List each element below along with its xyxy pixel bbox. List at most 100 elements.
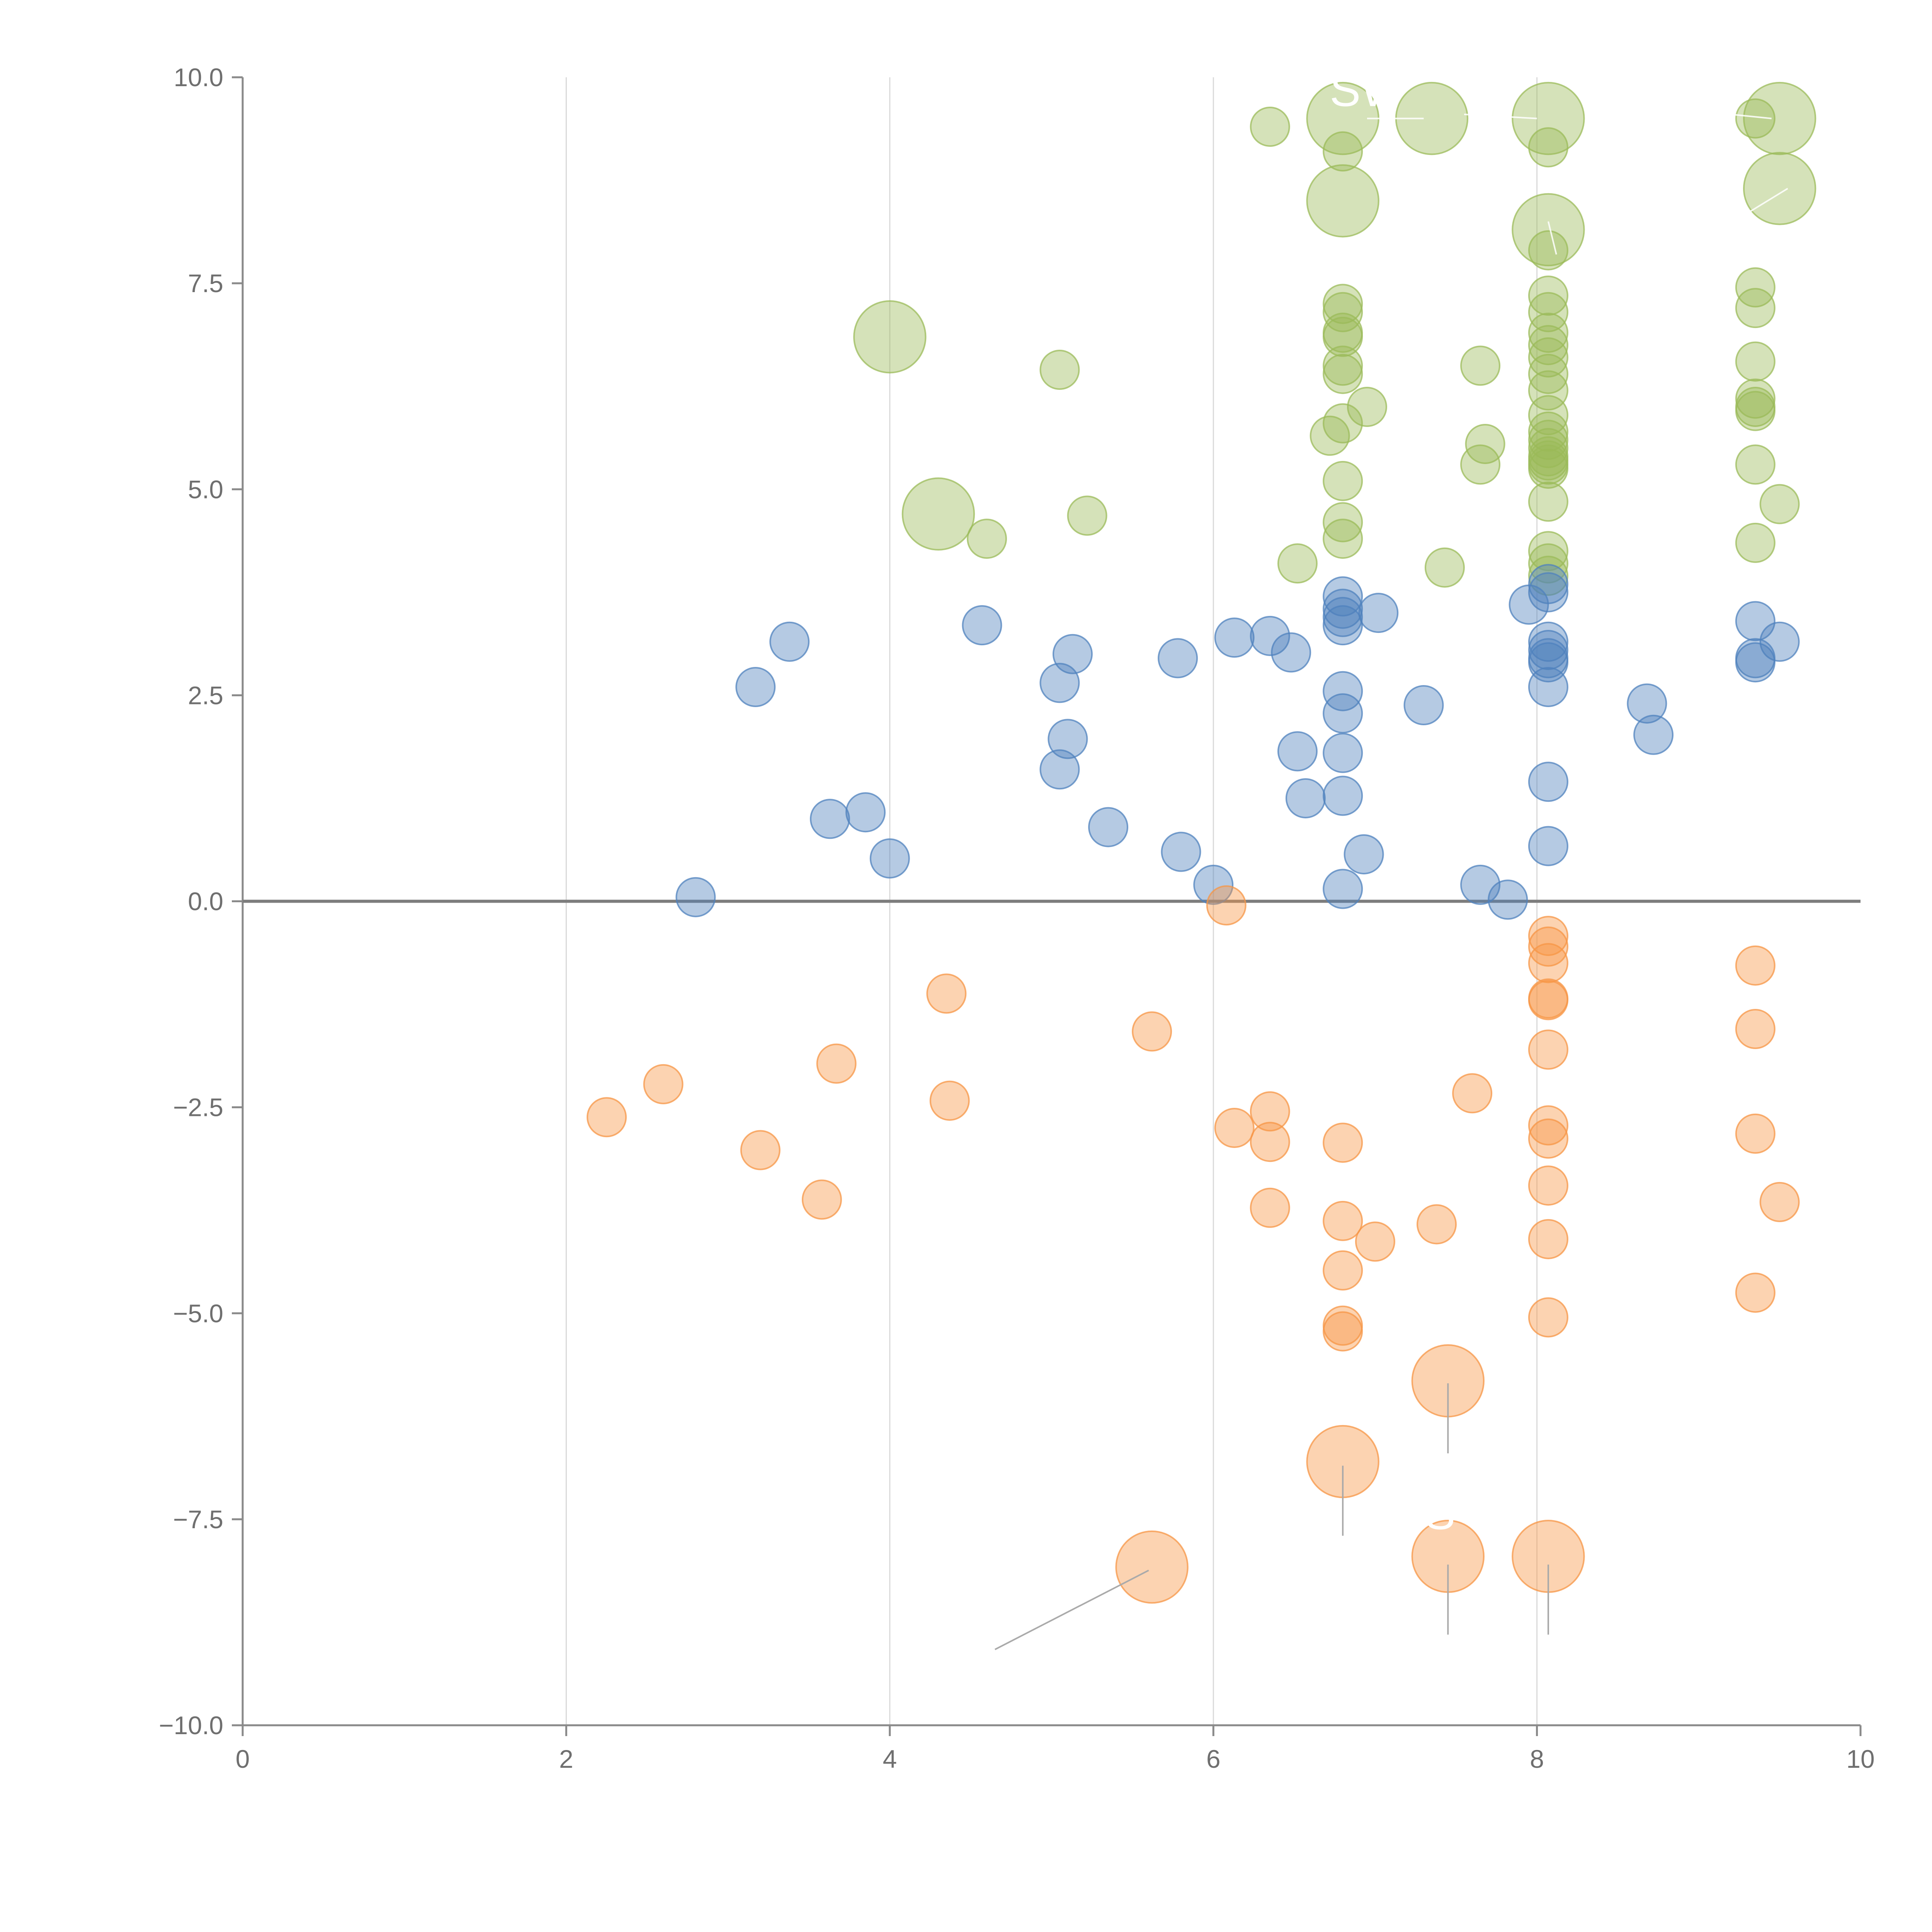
data-point (1161, 832, 1201, 872)
data-point (1528, 1118, 1568, 1159)
data-point (1452, 1073, 1493, 1114)
data-point (1323, 693, 1363, 734)
data-points (587, 82, 1816, 1604)
data-point (1528, 980, 1568, 1020)
data-point (1323, 1305, 1363, 1346)
data-point (1067, 495, 1107, 536)
data-point (1528, 276, 1568, 316)
data-point (1735, 601, 1776, 641)
y-tick-label: −5.0 (173, 1299, 223, 1328)
x-tick-label: 0 (236, 1745, 250, 1773)
data-point (1277, 731, 1318, 772)
axes: 0 2 4 6 8 10 10.0 7.5 5.0 2.5 0.0 −2.5 −5.0 −7.5 −10.0 (159, 63, 1875, 1773)
data-point (1323, 605, 1363, 646)
data-point (1358, 593, 1399, 633)
y-tick-label: −2.5 (173, 1093, 223, 1122)
data-point (1193, 864, 1234, 905)
data-point (816, 1043, 857, 1084)
y-tick-label: 7.5 (188, 269, 223, 298)
data-point (1627, 683, 1667, 724)
data-point (1528, 411, 1568, 452)
data-point (1417, 1204, 1457, 1245)
y-tick-label: −10.0 (159, 1711, 223, 1740)
data-point (740, 1130, 781, 1170)
annotation-label: SW (1330, 65, 1404, 116)
y-tick-label: 2.5 (188, 681, 223, 709)
data-point (1528, 826, 1568, 866)
data-point (1323, 1311, 1363, 1352)
data-point (1323, 403, 1363, 444)
y-tick-label: 5.0 (188, 475, 223, 503)
data-point (1158, 638, 1198, 679)
data-point (1759, 621, 1800, 662)
data-point (643, 1064, 684, 1104)
y-tick-label: 10.0 (174, 63, 223, 92)
data-point (1323, 316, 1363, 357)
data-point (1323, 1201, 1363, 1241)
data-point (1735, 444, 1776, 485)
data-point (1323, 733, 1363, 773)
data-point (1528, 481, 1568, 522)
data-point (1528, 127, 1568, 168)
data-point (1528, 621, 1568, 662)
data-point (1528, 1219, 1568, 1259)
x-tick-label: 4 (883, 1745, 897, 1773)
data-point (1323, 869, 1363, 909)
data-point (1528, 370, 1568, 411)
data-point (1344, 834, 1384, 874)
data-point (1528, 428, 1568, 468)
data-point (1323, 284, 1363, 324)
data-point (1088, 807, 1129, 847)
y-tick-label: 0.0 (188, 887, 223, 916)
data-point (1039, 350, 1080, 390)
data-point (1323, 131, 1363, 172)
data-point (845, 792, 886, 833)
data-point (1528, 943, 1568, 983)
data-point (1115, 1530, 1189, 1604)
x-tick-label: 6 (1206, 1745, 1221, 1773)
data-point (1528, 543, 1568, 584)
data-point (1528, 762, 1568, 802)
data-point (1323, 354, 1363, 394)
data-point (1271, 632, 1311, 673)
data-point (1735, 288, 1776, 328)
data-point (1250, 616, 1290, 656)
data-point (1528, 436, 1568, 476)
data-point (1206, 885, 1247, 926)
annotation-labels: SW S (1330, 65, 1455, 1539)
data-point (1323, 588, 1363, 629)
data-point (1323, 597, 1363, 637)
data-point (1759, 484, 1800, 524)
data-point (1132, 1011, 1172, 1052)
data-point (1735, 522, 1776, 563)
annotation-leader (1464, 113, 1537, 119)
data-point (1759, 1182, 1800, 1222)
data-point (1528, 556, 1568, 596)
data-point (1528, 420, 1568, 460)
data-point (1323, 502, 1363, 543)
data-point (1735, 1272, 1776, 1313)
data-point (1323, 461, 1363, 501)
data-point (1512, 82, 1585, 155)
y-tick-label: −7.5 (173, 1505, 223, 1534)
data-point (735, 667, 776, 707)
data-point (1735, 267, 1776, 308)
data-point (1250, 1122, 1290, 1162)
data-point (675, 877, 716, 917)
data-point (1528, 313, 1568, 353)
data-point (1403, 685, 1444, 725)
data-point (1250, 106, 1290, 147)
data-point (1735, 1113, 1776, 1154)
data-point (967, 519, 1007, 559)
data-point (962, 605, 1002, 646)
data-point (1512, 193, 1585, 267)
data-point (1528, 1165, 1568, 1206)
data-point (1277, 543, 1318, 584)
data-point (1460, 864, 1501, 905)
data-point (1488, 879, 1528, 920)
data-point (1323, 1122, 1363, 1163)
data-point (1735, 642, 1776, 683)
data-point (1528, 395, 1568, 435)
data-point (1460, 444, 1501, 485)
